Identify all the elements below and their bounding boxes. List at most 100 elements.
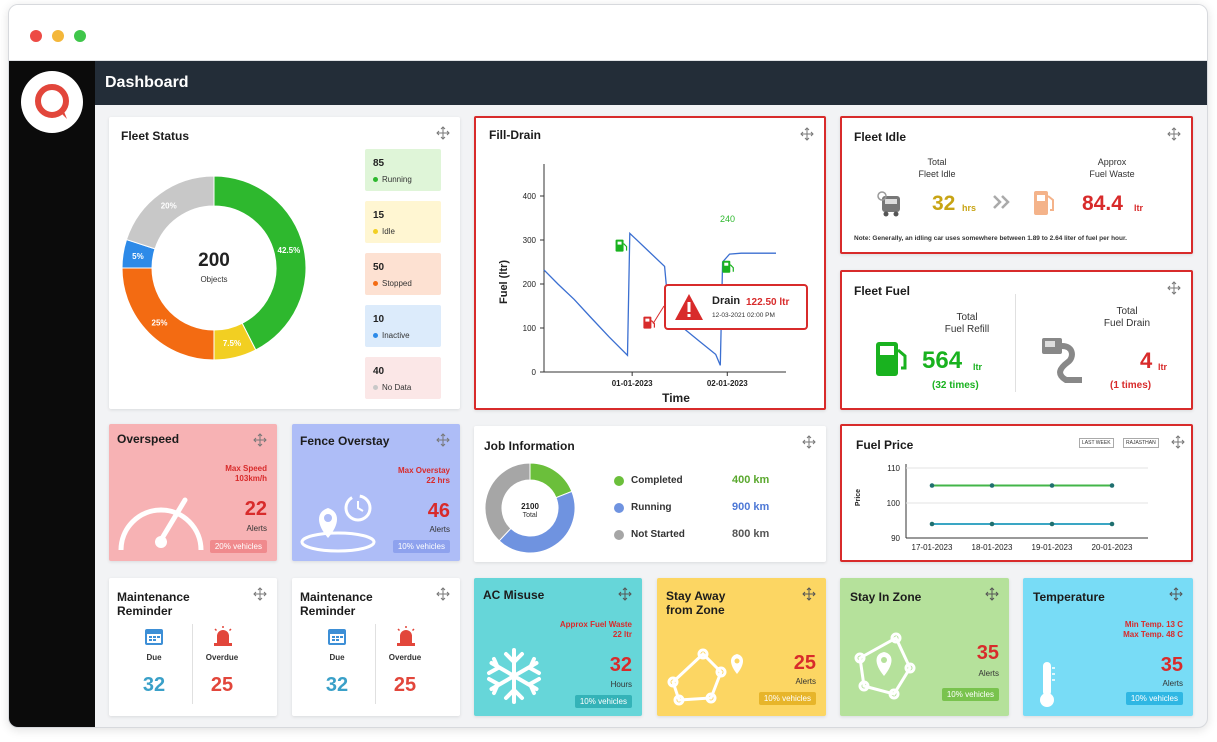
legend-item-running[interactable]: 85 Running [365, 149, 441, 191]
legend-item-idle[interactable]: 15 Idle [365, 201, 441, 243]
region-select[interactable]: RAJASTHAN [1123, 438, 1159, 448]
price-point[interactable] [989, 521, 995, 527]
card-title: Overspeed [117, 432, 180, 446]
price-point[interactable] [929, 521, 935, 527]
job-segment-running[interactable] [498, 490, 576, 554]
legend-label: Running [382, 175, 412, 184]
alert-label: Alerts [246, 524, 267, 533]
price-point[interactable] [1109, 521, 1115, 527]
donut-segment-running[interactable] [213, 175, 307, 351]
refill-marker-icon[interactable] [722, 260, 734, 273]
drain-marker-icon[interactable] [643, 316, 655, 329]
due-value: 32 [142, 674, 166, 696]
divider [192, 624, 193, 704]
move-icon[interactable] [618, 587, 632, 601]
move-icon[interactable] [802, 587, 816, 601]
legend-item-stopped[interactable]: 50 Stopped [365, 253, 441, 295]
move-icon[interactable] [436, 126, 450, 140]
page-title: Dashboard [105, 74, 189, 91]
drain-popup[interactable]: Drain 122.50 ltr 12-03-2021 02:00 PM [664, 284, 808, 330]
overspeed-card[interactable]: Overspeed Max Speed 103km/h 22 Alerts 20… [109, 424, 277, 561]
legend-label: Inactive [382, 331, 410, 340]
donut-segment-no-data[interactable] [125, 175, 215, 250]
stay-in-zone-card[interactable]: Stay In Zone 35 Alerts 10% vehicles [840, 578, 1009, 716]
alert-count: 22 [244, 498, 267, 520]
maintenance-reminder-card[interactable]: Maintenance Reminder Due 32 Overdue 25 [292, 578, 460, 716]
job-legend-row[interactable]: Running 900 km [614, 501, 814, 515]
overdue-label: Overdue [388, 653, 422, 662]
y-axis-label: Price [855, 488, 863, 507]
drain-connector [652, 305, 665, 324]
vehicles-badge: 10% vehicles [758, 692, 816, 705]
idle-value: 32 [932, 192, 956, 215]
price-point[interactable] [989, 483, 995, 488]
move-icon[interactable] [436, 587, 450, 601]
maximize-window-button[interactable] [74, 30, 86, 42]
max-speed-label: Max Speed [225, 464, 267, 473]
legend-item-inactive[interactable]: 10 Inactive [365, 305, 441, 347]
fleet-idle-card: Fleet Idle Total Fleet Idle 32 hrs Appro… [840, 116, 1193, 254]
vehicles-badge: 10% vehicles [574, 695, 632, 708]
job-segment-not-started[interactable] [484, 462, 531, 542]
job-legend-row[interactable]: Not Started 800 km [614, 528, 814, 542]
x-tick-label: 19-01-2023 [1032, 543, 1073, 552]
range-select[interactable]: LAST WEEK [1079, 438, 1114, 448]
fleet-status-card: Fleet Status 42.5% 7.5% 25% 5% 20% 200 Objec… [109, 117, 460, 409]
maintenance-reminder-card[interactable]: Maintenance Reminder Due 32 Overdue 25 [109, 578, 277, 716]
donut-percent-label: 25% [152, 318, 168, 327]
move-icon[interactable] [1167, 281, 1181, 295]
legend-dot [373, 177, 378, 183]
card-title: Fleet Status [121, 129, 190, 143]
minimize-window-button[interactable] [52, 30, 64, 42]
price-point[interactable] [1049, 521, 1055, 527]
price-point[interactable] [1049, 483, 1055, 488]
legend-status: No Data [373, 383, 411, 392]
legend-count: 50 [373, 262, 385, 273]
alert-label: Alerts [1162, 679, 1183, 688]
legend-item-no-data[interactable]: 40 No Data [365, 357, 441, 399]
legend-dot [614, 503, 624, 513]
zone-pin-icon [854, 632, 916, 700]
fleet-status-donut: 42.5% 7.5% 25% 5% 20% [121, 175, 307, 361]
move-icon[interactable] [436, 433, 450, 447]
min-temp-label: Min Temp. 13 C [1124, 620, 1183, 629]
ac-misuse-card[interactable]: AC Misuse Approx Fuel Waste 22 ltr 32 Ho… [474, 578, 642, 716]
move-icon[interactable] [800, 127, 814, 141]
warning-icon [675, 294, 703, 320]
move-icon[interactable] [1171, 435, 1185, 449]
fence-overstay-card[interactable]: Fence Overstay Max Overstay 22 hrs 46 Al… [292, 424, 460, 561]
price-point[interactable] [929, 483, 935, 488]
close-window-button[interactable] [30, 30, 42, 42]
refill-value-label: 240 [720, 214, 736, 224]
move-icon[interactable] [802, 435, 816, 449]
move-icon[interactable] [1169, 587, 1183, 601]
move-icon[interactable] [985, 587, 999, 601]
snowflake-icon [487, 648, 541, 704]
drain-times: (1 times) [1110, 380, 1152, 391]
move-icon[interactable] [253, 433, 267, 447]
legend-status: Running [373, 175, 412, 184]
price-point[interactable] [1109, 483, 1115, 488]
move-icon[interactable] [1167, 127, 1181, 141]
job-legend-row[interactable]: Completed 400 km [614, 474, 814, 488]
drain-label: Drain [712, 295, 741, 307]
logo-icon [35, 84, 69, 119]
legend-label: Stopped [382, 279, 412, 288]
job-information-donut [484, 462, 576, 554]
vehicles-badge: 10% vehicles [941, 688, 999, 701]
legend-status: Idle [373, 227, 395, 236]
move-icon[interactable] [253, 587, 267, 601]
temperature-card[interactable]: Temperature Min Temp. 13 C Max Temp. 48 … [1023, 578, 1193, 716]
vehicles-badge: 20% vehicles [209, 540, 267, 553]
app-logo[interactable] [21, 71, 83, 133]
legend-count: 85 [373, 158, 385, 169]
refill-unit: ltr [973, 362, 982, 372]
stay-away-zone-card[interactable]: Stay Away from Zone 25 Alerts 10% vehicl… [657, 578, 826, 716]
legend-dot [373, 385, 378, 391]
job-segment-completed[interactable] [529, 462, 573, 499]
y-tick-label: 0 [532, 368, 537, 377]
refill-marker-icon[interactable] [615, 239, 628, 252]
divider [375, 624, 376, 704]
card-title: Fuel Price [856, 438, 914, 452]
legend-value: 400 km [732, 474, 770, 486]
